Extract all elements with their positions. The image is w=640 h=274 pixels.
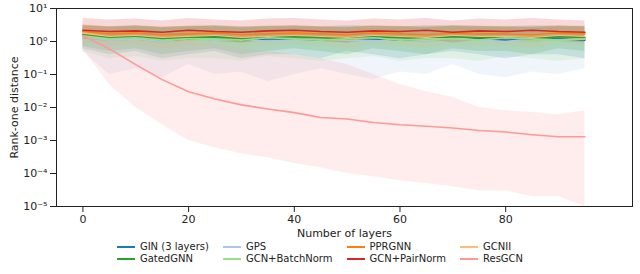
html-text:GatedGNN: GatedGNN	[139, 253, 193, 264]
svg-text:10⁰: 10⁰	[29, 35, 48, 48]
svg-text:10⁻⁴: 10⁻⁴	[23, 167, 48, 180]
html-text:ResGCN: ResGCN	[483, 253, 524, 264]
html-text:GCNII: GCNII	[483, 241, 512, 252]
html-text:GCN+PairNorm: GCN+PairNorm	[369, 253, 446, 264]
html-text:GPS: GPS	[245, 241, 266, 252]
html-text:GCN+BatchNorm: GCN+BatchNorm	[245, 253, 333, 264]
svg-text:80: 80	[499, 213, 513, 226]
svg-text:10⁻³: 10⁻³	[23, 134, 47, 147]
html-text:PPRGNN: PPRGNN	[369, 241, 412, 252]
svg-text:10⁻²: 10⁻²	[23, 101, 47, 114]
svg-text:40: 40	[287, 213, 301, 226]
svg-text:10⁻⁵: 10⁻⁵	[23, 200, 47, 213]
svg-text:60: 60	[393, 213, 407, 226]
svg-text:10⁻¹: 10⁻¹	[23, 68, 47, 81]
svg-text:20: 20	[182, 213, 196, 226]
svg-text:Number of layers: Number of layers	[297, 227, 392, 240]
svg-text:Rank-one distance: Rank-one distance	[8, 56, 21, 158]
svg-text:0: 0	[79, 213, 86, 226]
svg-text:10¹: 10¹	[29, 2, 47, 15]
html-text:GIN (3 layers): GIN (3 layers)	[139, 241, 209, 252]
